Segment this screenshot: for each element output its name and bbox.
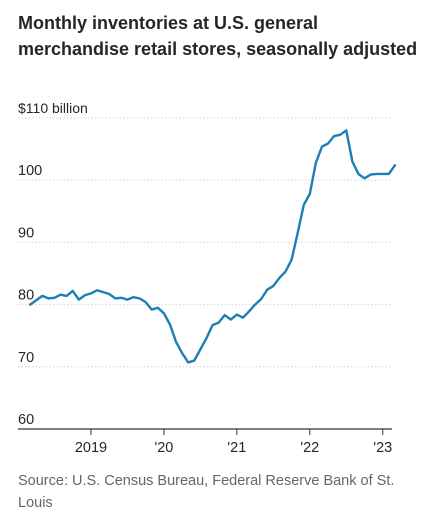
y-axis-labels: $110 billion 100 90 80 70 60	[18, 100, 88, 428]
x-tick-label: '23	[373, 440, 392, 456]
x-axis: 2019 '20 '21 '22 '23	[75, 429, 392, 456]
chart-title: Monthly inventories at U.S. general merc…	[18, 13, 418, 59]
source-note: Source: U.S. Census Bureau, Federal Rese…	[18, 473, 395, 511]
x-tick-label: '21	[227, 440, 246, 456]
x-tick-label: '20	[154, 440, 173, 456]
y-tick-label: 70	[18, 350, 34, 366]
y-tick-label: 100	[18, 163, 42, 179]
y-tick-label: 80	[18, 288, 34, 304]
series-line	[28, 129, 397, 364]
y-tick-label: 60	[18, 412, 34, 428]
y-tick-label: $110 billion	[18, 100, 88, 116]
x-tick-label: 2019	[75, 440, 107, 456]
line-chart: $110 billion 100 90 80 70 60 2019 '20 '21 '22 '23	[18, 100, 397, 456]
gridlines	[18, 117, 392, 430]
x-tick-label: '22	[300, 440, 319, 456]
y-tick-label: 90	[18, 225, 34, 241]
data-series	[28, 129, 397, 364]
